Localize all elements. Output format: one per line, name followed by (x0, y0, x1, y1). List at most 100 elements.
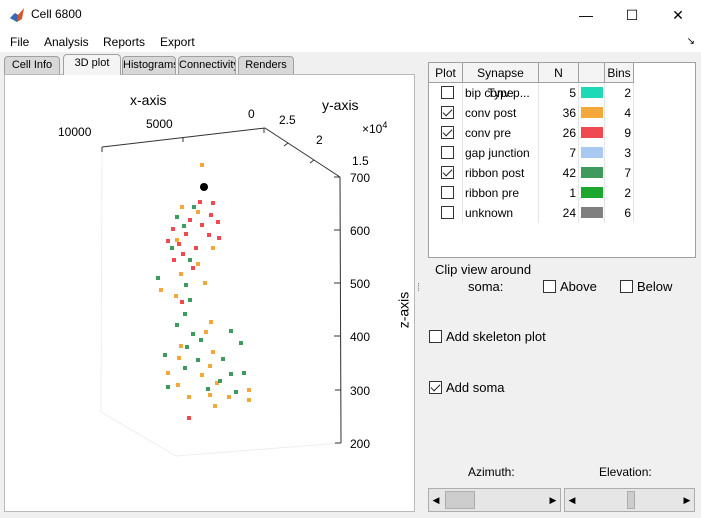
y-tick-label: 2.5 (279, 113, 296, 127)
tab-connectivity[interactable]: Connectivity (178, 56, 236, 74)
z-axis-line (339, 176, 342, 444)
menu-export[interactable]: Export (160, 35, 195, 49)
synapse-point (171, 227, 175, 231)
elevation-slider[interactable]: ◀ ▶ (564, 488, 695, 512)
elevation-right-arrow-icon[interactable]: ▶ (683, 495, 691, 505)
plot-checkbox[interactable] (441, 186, 454, 199)
plot-cell[interactable] (429, 83, 463, 103)
color-cell[interactable] (579, 183, 605, 203)
menu-reports[interactable]: Reports (103, 35, 146, 49)
maximize-button[interactable]: ☐ (625, 6, 639, 23)
azimuth-slider-thumb[interactable] (445, 491, 475, 509)
col-header-n[interactable]: N (539, 63, 579, 83)
synapse-point (209, 213, 213, 217)
bins-cell[interactable]: 3 (605, 143, 634, 163)
color-cell[interactable] (579, 103, 605, 123)
plot-box (100, 127, 342, 457)
col-header-synapse-type[interactable]: Synapse Type (463, 63, 539, 100)
window-title: Cell 6800 (31, 7, 82, 21)
bins-cell[interactable]: 6 (605, 203, 634, 223)
bins-cell[interactable]: 2 (605, 183, 634, 203)
plot-cell[interactable] (429, 103, 463, 123)
synapse-point (200, 373, 204, 377)
elevation-slider-thumb[interactable] (627, 491, 635, 509)
x-tick-label: 5000 (146, 117, 173, 131)
elevation-left-arrow-icon[interactable]: ◀ (568, 495, 576, 505)
azimuth-left-arrow-icon[interactable]: ◀ (432, 495, 440, 505)
synapse-point (229, 329, 233, 333)
synapse-point (239, 341, 243, 345)
plot-cell[interactable] (429, 203, 463, 223)
azimuth-slider[interactable]: ◀ ▶ (428, 488, 561, 512)
synapse-type-cell: unknown (463, 203, 539, 223)
below-checkbox[interactable] (620, 280, 633, 293)
above-checkbox[interactable] (543, 280, 556, 293)
bins-cell[interactable]: 2 (605, 83, 634, 103)
synapse-point (166, 239, 170, 243)
col-header-bins[interactable]: Bins (605, 63, 634, 83)
menu-file[interactable]: File (10, 35, 30, 49)
plot-checkbox[interactable] (441, 126, 454, 139)
bins-cell[interactable]: 7 (605, 163, 634, 183)
synapse-point (211, 246, 215, 250)
soma-label: Add soma (446, 380, 505, 395)
table-row[interactable]: unknown 24 6 (429, 203, 634, 223)
dock-arrow-icon[interactable]: ↘ (686, 36, 695, 47)
synapse-point (215, 381, 219, 385)
synapse-point (194, 246, 198, 250)
table-row[interactable]: ribbon pre 1 2 (429, 183, 634, 203)
synapse-table: Plot Synapse Type N Bins bip conv p... 5 2… (428, 62, 696, 258)
synapse-point (206, 387, 210, 391)
tab-3d-plot[interactable]: 3D plot (63, 54, 121, 75)
color-cell[interactable] (579, 163, 605, 183)
y-tick-mark (309, 159, 315, 164)
col-header-plot[interactable]: Plot (429, 63, 463, 83)
azimuth-right-arrow-icon[interactable]: ▶ (549, 495, 557, 505)
synapse-point (180, 205, 184, 209)
plot-cell[interactable] (429, 163, 463, 183)
soma-checkbox[interactable] (429, 381, 442, 394)
table-row[interactable]: gap junction 7 3 (429, 143, 634, 163)
synapse-point (242, 371, 246, 375)
close-button[interactable]: ✕ (672, 6, 684, 23)
color-cell[interactable] (579, 83, 605, 103)
plot-cell[interactable] (429, 123, 463, 143)
table-row[interactable]: conv pre 26 9 (429, 123, 634, 143)
synapse-point (184, 232, 188, 236)
bins-cell[interactable]: 9 (605, 123, 634, 143)
y-tick-label: 1.5 (352, 154, 369, 168)
tab-histograms[interactable]: Histograms (122, 56, 176, 74)
table-row[interactable]: bip conv p... 5 2 (429, 83, 634, 103)
plot-checkbox[interactable] (441, 146, 454, 159)
menu-analysis[interactable]: Analysis (44, 35, 89, 49)
synapse-point (191, 266, 195, 270)
plot-checkbox[interactable] (441, 106, 454, 119)
tab-cell-info[interactable]: Cell Info (4, 56, 60, 74)
color-cell[interactable] (579, 143, 605, 163)
synapse-point (177, 242, 181, 246)
color-swatch (581, 167, 603, 178)
synapse-point (177, 356, 181, 360)
title-bar: Cell 6800 — ☐ ✕ (0, 0, 701, 30)
y-tick-mark (283, 142, 289, 147)
table-row[interactable]: conv post 36 4 (429, 103, 634, 123)
skeleton-checkbox[interactable] (429, 330, 442, 343)
plot-checkbox[interactable] (441, 206, 454, 219)
synapse-point (188, 298, 192, 302)
minimize-button[interactable]: — (579, 7, 593, 23)
bins-cell[interactable]: 4 (605, 103, 634, 123)
color-cell[interactable] (579, 123, 605, 143)
table-row[interactable]: ribbon post 42 7 (429, 163, 634, 183)
col-header-color[interactable] (579, 63, 605, 83)
color-cell[interactable] (579, 203, 605, 223)
plot-checkbox[interactable] (441, 86, 454, 99)
plot-cell[interactable] (429, 183, 463, 203)
synapse-point (196, 358, 200, 362)
tab-renders[interactable]: Renders (238, 56, 294, 74)
plot-cell[interactable] (429, 143, 463, 163)
count-cell: 5 (539, 83, 579, 103)
panel-splitter[interactable]: ⁞ (417, 282, 421, 294)
color-swatch (581, 187, 603, 198)
plot-checkbox[interactable] (441, 166, 454, 179)
